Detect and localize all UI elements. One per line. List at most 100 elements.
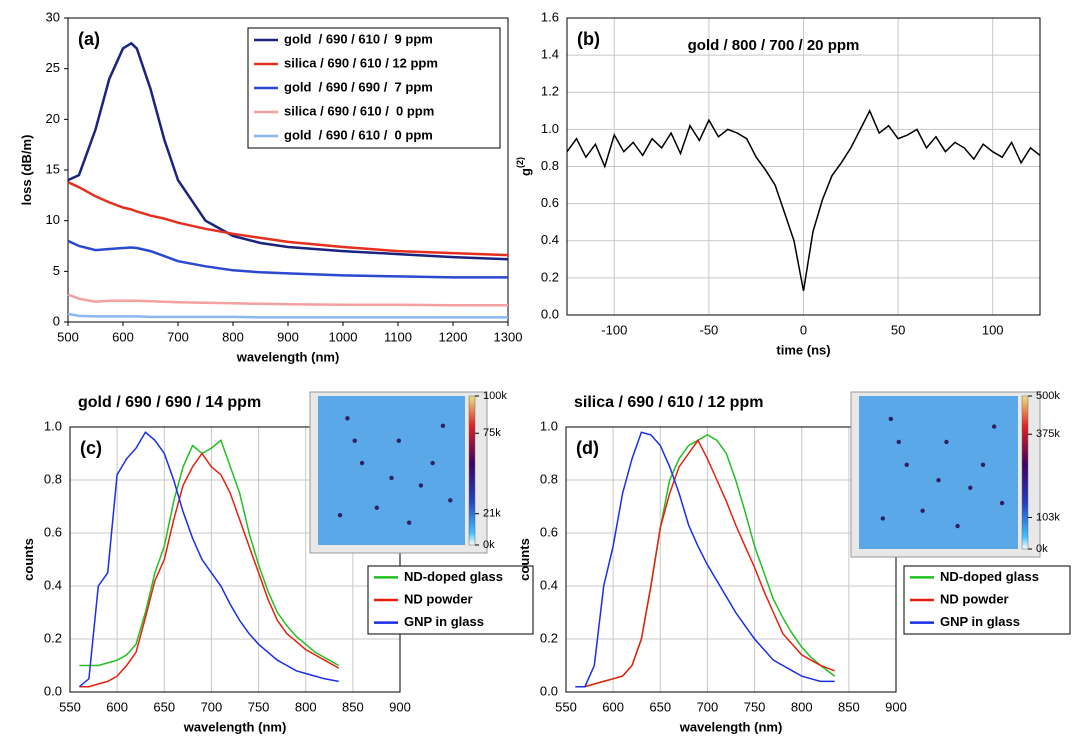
legend-label: ND-doped glass: [940, 569, 1039, 584]
chart-title: gold / 800 / 700 / 20 ppm: [688, 37, 860, 54]
y-tick-label: 1.2: [541, 84, 559, 99]
y-tick-label: 1.0: [540, 418, 558, 433]
x-tick-label: 850: [342, 699, 364, 714]
y-axis-label: g(2): [515, 157, 533, 176]
inset-spot: [944, 439, 949, 445]
legend-label: gold / 690 / 610 / 0 ppm: [284, 127, 433, 142]
y-tick-label: 1.0: [44, 418, 62, 433]
inset-spot: [968, 485, 973, 490]
y-axis-label: counts: [21, 538, 36, 581]
data-line: [67, 181, 509, 257]
data-line: [575, 438, 835, 688]
data-line: [79, 439, 340, 667]
colorbar-label: 375k: [1036, 428, 1060, 440]
y-tick-label: 1.0: [541, 121, 559, 136]
x-tick-label: 1200: [439, 329, 468, 344]
legend-label: ND powder: [940, 591, 1009, 606]
x-tick-label: -100: [601, 322, 627, 337]
x-tick-label: 550: [555, 699, 577, 714]
inset-spot: [389, 475, 394, 481]
x-tick-label: 650: [649, 699, 671, 714]
x-tick-label: 500: [57, 329, 79, 344]
y-tick-label: 0.4: [44, 577, 62, 592]
legend-label: ND-doped glass: [404, 569, 503, 584]
legend-label: silica / 690 / 610 / 0 ppm: [284, 103, 434, 118]
x-tick-label: 650: [153, 699, 175, 714]
inset-spot: [440, 423, 446, 428]
inset-spot: [359, 460, 365, 466]
plot-frame: [566, 17, 1041, 316]
inset-spot: [880, 516, 886, 521]
y-tick-label: 0.8: [541, 158, 559, 173]
legend-label: gold / 690 / 610 / 9 ppm: [284, 31, 433, 46]
inset-spot: [374, 505, 379, 510]
x-tick-label: 550: [59, 699, 81, 714]
panel-label: (c): [80, 438, 102, 458]
plot-frame: [69, 426, 401, 693]
panel-label: (b): [577, 29, 600, 49]
y-tick-label: 0.2: [44, 630, 62, 645]
data-line: [67, 293, 508, 307]
colorbar-label: 103k: [1036, 511, 1060, 523]
x-axis-label: wavelength (nm): [679, 719, 783, 734]
x-tick-label: 800: [222, 329, 244, 344]
y-tick-label: 0.4: [540, 577, 558, 592]
inset-spot: [936, 477, 941, 483]
x-tick-label: 0: [800, 322, 807, 337]
y-axis-label-superscript: (2): [515, 157, 525, 168]
x-tick-label: 900: [277, 329, 299, 344]
y-tick-label: 0.8: [540, 471, 558, 486]
y-tick-label: 0.0: [540, 683, 558, 698]
colorbar-label: 100k: [483, 390, 507, 402]
panel-label: (d): [576, 438, 599, 458]
legend-label: GNP in glass: [404, 614, 484, 629]
inset-spot: [448, 498, 453, 503]
y-tick-label: 0.2: [540, 630, 558, 645]
inset-spot: [999, 500, 1005, 506]
y-tick-label: 0.0: [541, 306, 559, 321]
colorbar-label: 500k: [1036, 390, 1060, 402]
inset-spot: [337, 513, 343, 518]
inset-spot: [991, 424, 997, 429]
x-tick-label: -50: [700, 322, 719, 337]
data-line: [67, 239, 508, 279]
panel-label: (a): [78, 29, 100, 49]
x-tick-label: 750: [744, 699, 766, 714]
x-tick-label: 1100: [384, 329, 412, 344]
y-axis-label: counts: [517, 538, 532, 581]
data-line: [78, 431, 339, 688]
inset-spot: [430, 460, 435, 466]
y-tick-label: 1.6: [541, 9, 559, 24]
x-axis-label: time (ns): [776, 342, 830, 357]
x-tick-label: 600: [112, 329, 134, 344]
y-tick-label: 0.6: [540, 524, 558, 539]
y-axis-label: loss (dB/m): [19, 135, 34, 206]
colorbar-label: 21k: [483, 508, 501, 520]
inset-spot: [396, 438, 402, 443]
inset-image: [859, 396, 1018, 549]
colorbar-label: 0k: [1036, 543, 1048, 555]
y-axis-label-text: counts: [21, 538, 36, 581]
x-tick-label: 1000: [329, 329, 358, 344]
y-tick-label: 0.2: [541, 269, 559, 284]
data-line: [566, 109, 1041, 292]
data-line: [67, 312, 508, 319]
y-tick-label: 0.6: [44, 524, 62, 539]
colorbar: [1021, 395, 1029, 550]
x-tick-label: 850: [838, 699, 860, 714]
y-tick-label: 25: [46, 60, 60, 75]
y-tick-label: 10: [46, 212, 60, 227]
inset-spot: [406, 520, 412, 525]
data-line: [575, 431, 835, 688]
x-tick-label: 700: [697, 699, 719, 714]
y-tick-label: 30: [46, 9, 60, 24]
x-axis-label: wavelength (nm): [183, 719, 287, 734]
x-tick-label: 800: [791, 699, 813, 714]
inset-spot: [896, 439, 901, 445]
inset-spot: [955, 523, 960, 529]
y-tick-label: 0.0: [44, 683, 62, 698]
colorbar-label: 0k: [483, 539, 495, 551]
y-tick-label: 15: [46, 161, 60, 176]
y-tick-label: 0.4: [541, 232, 559, 247]
inset-spot: [920, 508, 925, 513]
